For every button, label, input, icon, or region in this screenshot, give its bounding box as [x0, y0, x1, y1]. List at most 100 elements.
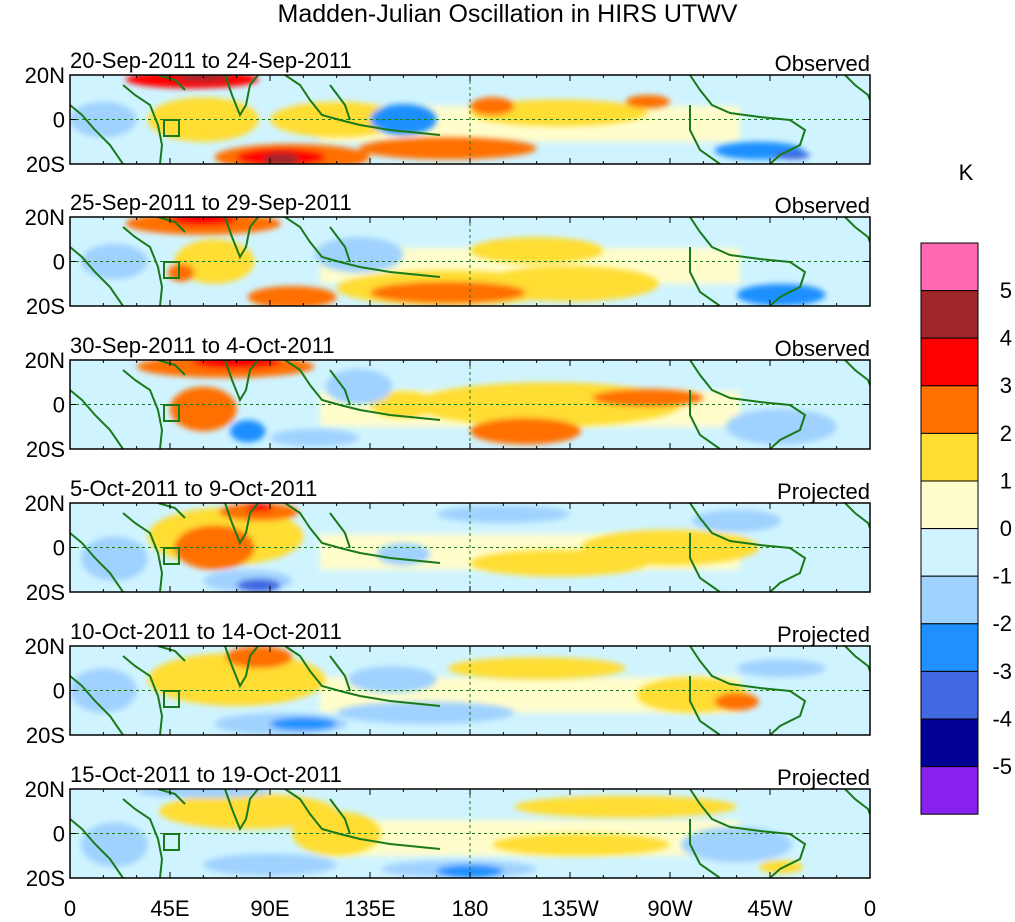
- anomaly-contour: [447, 657, 626, 680]
- panel-5: 10-Oct-2011 to 14-Oct-2011 Projected 20N 0 2…: [25, 619, 871, 748]
- anomaly-contour: [714, 692, 759, 711]
- colorbar-label: 1: [1000, 468, 1012, 493]
- colorbar-swatch: [920, 290, 979, 339]
- colorbar-swatch: [920, 432, 979, 482]
- anomaly-contour: [470, 237, 604, 264]
- colorbar-swatch: [920, 480, 979, 530]
- panel-type-label: Observed: [775, 193, 870, 218]
- y-tick-label: 0: [53, 250, 65, 275]
- anomaly-contour: [470, 417, 582, 445]
- colorbar-swatch: [920, 575, 979, 625]
- y-tick-label: 20N: [25, 348, 65, 373]
- anomaly-contour: [592, 388, 704, 407]
- anomaly-contour: [492, 833, 670, 856]
- colorbar-swatch: [920, 385, 979, 434]
- panel-date-range: 25-Sep-2011 to 29-Sep-2011: [70, 190, 352, 215]
- anomaly-contour: [625, 95, 670, 109]
- x-tick-label: 135W: [541, 896, 599, 921]
- x-tick-label: 90E: [250, 896, 289, 921]
- y-tick-label: 20N: [25, 777, 65, 802]
- anomaly-contour: [692, 509, 782, 532]
- colorbar-unit: K: [959, 160, 974, 185]
- colorbar-label: -1: [992, 564, 1012, 589]
- y-tick-label: 20S: [26, 580, 65, 605]
- anomaly-contour: [245, 503, 273, 512]
- anomaly-contour: [436, 864, 504, 878]
- colorbar-label: 5: [1000, 278, 1012, 303]
- anomaly-contour: [70, 668, 137, 713]
- anomaly-contour: [725, 408, 837, 445]
- y-tick-label: 20S: [26, 294, 65, 319]
- y-tick-label: 20S: [26, 152, 65, 177]
- x-tick-label: 135E: [344, 896, 395, 921]
- y-tick-label: 20N: [25, 205, 65, 230]
- panel-date-range: 20-Sep-2011 to 24-Sep-2011: [70, 48, 352, 73]
- x-tick-label: 90W: [647, 896, 692, 921]
- anomaly-contour: [263, 152, 299, 164]
- y-tick-label: 20S: [26, 866, 65, 891]
- anomaly-contour: [81, 822, 148, 867]
- colorbar-label: 2: [1000, 421, 1012, 446]
- y-tick-label: 20N: [25, 491, 65, 516]
- y-tick-label: 20N: [25, 634, 65, 659]
- panel-date-range: 5-Oct-2011 to 9-Oct-2011: [70, 476, 317, 501]
- panel-type-label: Projected: [777, 622, 870, 647]
- colorbar-label: 4: [1000, 326, 1012, 351]
- anomaly-contour: [681, 826, 793, 863]
- anomaly-contour: [736, 659, 826, 678]
- y-tick-label: 0: [53, 108, 65, 133]
- anomaly-contour: [347, 666, 437, 693]
- x-tick-label: 45W: [747, 896, 792, 921]
- panel-3: 30-Sep-2011 to 4-Oct-2011 Observed 20N 0 20S: [25, 333, 871, 462]
- anomaly-contour: [203, 853, 337, 876]
- x-tick-label: 0: [64, 896, 76, 921]
- anomaly-contour: [81, 536, 148, 581]
- x-tick-label: 0: [864, 896, 876, 921]
- anomaly-contour: [370, 103, 437, 136]
- panel-type-label: Projected: [777, 765, 870, 790]
- colorbar-label: -4: [992, 706, 1012, 731]
- anomaly-contour: [314, 237, 404, 273]
- panel-type-label: Observed: [775, 51, 870, 76]
- anomaly-contour: [470, 97, 515, 116]
- anomaly-contour: [170, 217, 237, 226]
- anomaly-contour: [270, 717, 337, 731]
- y-tick-label: 20N: [25, 63, 65, 88]
- y-tick-label: 0: [53, 536, 65, 561]
- y-tick-label: 0: [53, 679, 65, 704]
- colorbar-swatch: [920, 242, 979, 292]
- y-tick-label: 20S: [26, 723, 65, 748]
- anomaly-contour: [247, 285, 337, 306]
- anomaly-contour: [370, 391, 437, 418]
- colorbar-label: 0: [1000, 516, 1012, 541]
- anomaly-contour: [270, 428, 359, 447]
- anomaly-contour: [736, 283, 826, 306]
- panel-type-label: Projected: [777, 479, 870, 504]
- anomaly-contour: [325, 368, 393, 405]
- colorbar-swatch: [920, 766, 979, 815]
- anomaly-contour: [514, 795, 737, 818]
- anomaly-contour: [230, 420, 266, 443]
- colorbar-label: -5: [992, 754, 1012, 779]
- anomaly-contour: [236, 578, 282, 592]
- panel-2: 25-Sep-2011 to 29-Sep-2011 Observed 20N 0 20…: [25, 190, 871, 319]
- chart-title: Madden-Julian Oscillation in HIRS UTWV: [277, 0, 738, 28]
- anomaly-contour: [436, 505, 570, 524]
- anomaly-contour: [170, 386, 237, 432]
- x-tick-label: 180: [452, 896, 489, 921]
- colorbar-swatch: [920, 528, 979, 577]
- panel-date-range: 10-Oct-2011 to 14-Oct-2011: [70, 619, 342, 644]
- anomaly-contour: [192, 360, 282, 369]
- colorbar-swatch: [920, 337, 979, 387]
- anomaly-contour: [758, 860, 804, 874]
- anomaly-contour: [358, 137, 537, 160]
- y-tick-label: 20S: [26, 437, 65, 462]
- panel-1: 20-Sep-2011 to 24-Sep-2011 Observed 20N 0 20…: [25, 48, 871, 177]
- colorbar-label: -2: [992, 611, 1012, 636]
- anomaly-contour: [470, 549, 648, 577]
- colorbar-label: -3: [992, 659, 1012, 684]
- colorbar-swatch: [920, 718, 979, 768]
- anomaly-contour: [225, 646, 293, 669]
- colorbar-swatch: [920, 670, 979, 720]
